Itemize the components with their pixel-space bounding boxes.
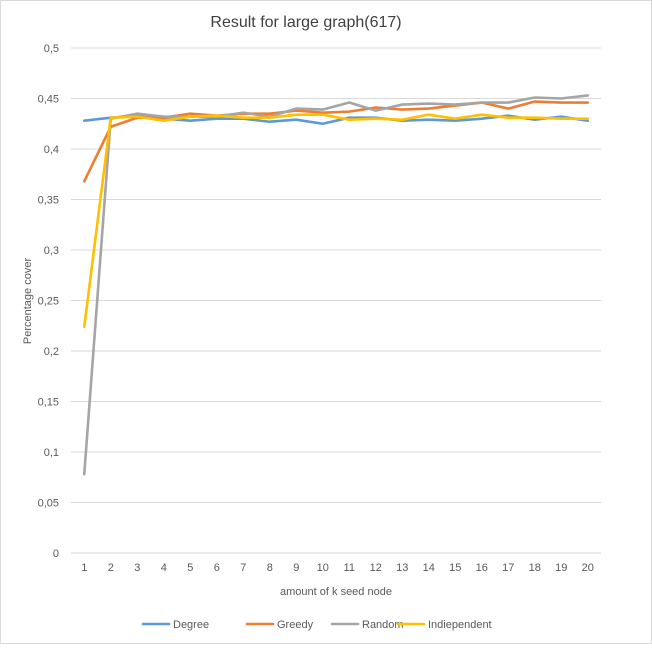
y-tick-label: 0,15 [38,397,59,409]
x-tick-label: 13 [396,562,408,574]
x-tick-label: 7 [240,562,246,574]
x-tick-label: 2 [108,562,114,574]
y-axis-title: Percentage cover [22,258,34,345]
gridlines [71,47,601,503]
legend: Degree Greedy Random Indiependent [141,619,492,631]
x-tick-label: 9 [293,562,299,574]
y-tick-label: 0,25 [38,296,59,308]
x-tick-label: 18 [529,562,541,574]
x-axis-title: amount of k seed node [280,586,392,598]
y-tick-label: 0,5 [44,43,59,55]
x-tick-label: 17 [502,562,514,574]
x-tick-label: 8 [267,562,273,574]
legend-label-random: Random [362,619,404,631]
legend-label-greedy: Greedy [277,619,314,631]
series-line-random [82,94,590,476]
x-tick-label: 20 [582,562,594,574]
y-tick-label: 0 [53,548,59,560]
y-tick-label: 0,1 [44,447,59,459]
x-tick-label: 14 [423,562,435,574]
y-axis-tick-labels: 0 0,05 0,1 0,15 0,2 0,25 0,3 0,35 0,4 0,45 0,5 [38,43,59,560]
series-lines [82,94,590,476]
y-tick-label: 0,4 [44,144,59,156]
y-tick-label: 0,2 [44,346,59,358]
x-tick-label: 1 [81,562,87,574]
x-tick-label: 11 [344,562,355,574]
y-tick-label: 0,05 [38,498,59,510]
y-tick-label: 0,35 [38,195,59,207]
x-tick-label: 3 [134,562,140,574]
y-tick-label: 0,3 [44,245,59,257]
legend-label-indiependent: Indiependent [428,619,492,631]
x-tick-label: 12 [370,562,382,574]
y-tick-label: 0,45 [38,94,59,106]
x-axis-tick-labels: 1 2 3 4 5 6 7 8 9 10 11 12 13 14 15 16 17 18 19 20 [81,562,594,574]
x-tick-label: 15 [449,562,461,574]
series-line-indiependent [82,113,590,329]
x-tick-label: 10 [317,562,329,574]
x-tick-label: 4 [161,562,167,574]
x-tick-label: 6 [214,562,220,574]
x-tick-label: 19 [555,562,567,574]
chart-title: Result for large graph(617) [210,14,401,31]
legend-label-degree: Degree [173,619,209,631]
x-tick-label: 16 [476,562,488,574]
x-tick-label: 5 [187,562,193,574]
